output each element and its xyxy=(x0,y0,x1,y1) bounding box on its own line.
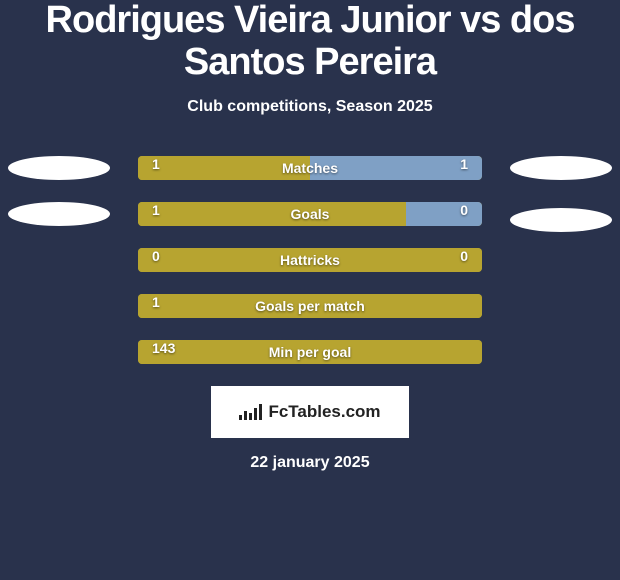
stat-label: Goals per match xyxy=(138,294,482,318)
stat-label: Hattricks xyxy=(138,248,482,272)
stat-value-left: 0 xyxy=(152,248,160,264)
stat-bar: Goals1 0 xyxy=(138,202,482,226)
stat-value-right: 0 xyxy=(460,248,468,264)
stat-bar: Hattricks0 0 xyxy=(138,248,482,272)
player-oval-right xyxy=(510,208,612,232)
stat-label: Matches xyxy=(138,156,482,180)
stat-value-right: 1 xyxy=(460,156,468,172)
stat-bar: Min per goal143 xyxy=(138,340,482,364)
stat-row: Min per goal143 xyxy=(0,340,620,364)
fctables-icon xyxy=(239,404,262,420)
subtitle: Club competitions, Season 2025 xyxy=(0,98,620,116)
player-oval-left xyxy=(8,202,110,226)
stat-value-left: 143 xyxy=(152,340,175,356)
stat-row: Goals per match1 xyxy=(0,294,620,318)
player-oval-left xyxy=(8,156,110,180)
player-oval-right xyxy=(510,156,612,180)
stat-value-left: 1 xyxy=(152,156,160,172)
date: 22 january 2025 xyxy=(0,454,620,472)
page-title: Rodrigues Vieira Junior vs dos Santos Pe… xyxy=(0,0,620,84)
logo-box: FcTables.com xyxy=(211,386,409,438)
stat-row: Hattricks0 0 xyxy=(0,248,620,272)
stat-value-right: 0 xyxy=(460,202,468,218)
stats-container: Matches11Goals10Hattricks00Goals per mat… xyxy=(0,156,620,364)
stat-value-left: 1 xyxy=(152,294,160,310)
stat-label: Min per goal xyxy=(138,340,482,364)
stat-bar: Matches1 1 xyxy=(138,156,482,180)
stat-bar: Goals per match1 xyxy=(138,294,482,318)
logo-text: FcTables.com xyxy=(268,402,380,422)
comparison-infographic: Rodrigues Vieira Junior vs dos Santos Pe… xyxy=(0,0,620,580)
stat-value-left: 1 xyxy=(152,202,160,218)
stat-label: Goals xyxy=(138,202,482,226)
